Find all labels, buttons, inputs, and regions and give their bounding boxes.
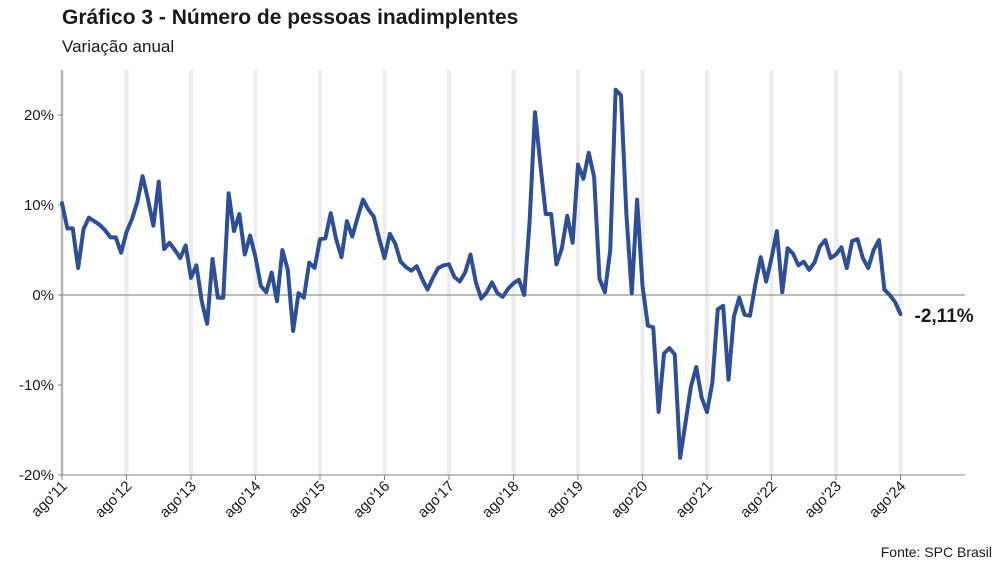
y-tick-label: 0% — [32, 287, 54, 304]
series-line — [60, 87, 903, 460]
x-tick-labels: ago'11 ago'12 ago'13 ago'14 ago'15 ago'16 ago'… — [28, 475, 909, 521]
x-tick-label: ago'13 — [156, 478, 200, 522]
end-value-label: -2,11% — [915, 306, 974, 327]
y-tick-labels: -20% -10% 0% 10% 20% — [19, 107, 62, 484]
x-tick-label: ago'21 — [672, 478, 716, 522]
y-tick-label: 20% — [24, 107, 54, 124]
x-tick-label: ago'18 — [479, 478, 523, 522]
source-note: Fonte: SPC Brasil — [880, 544, 992, 560]
y-tick-label: -20% — [19, 467, 54, 484]
y-tick-label: 10% — [24, 197, 54, 214]
grid-layer — [60, 70, 903, 475]
x-tick-label: ago'15 — [285, 478, 329, 522]
x-tick-label: ago'22 — [737, 478, 781, 522]
x-tick-label: ago'14 — [221, 478, 265, 522]
x-tick-label: ago'24 — [866, 478, 910, 522]
chart-title: Gráfico 3 - Número de pessoas inadimplen… — [62, 6, 519, 29]
x-tick-label: ago'16 — [350, 478, 394, 522]
x-tick-label: ago'11 — [28, 478, 71, 521]
x-tick-label: ago'12 — [92, 478, 136, 522]
chart-subtitle: Variação anual — [62, 37, 175, 56]
x-tick-label: ago'23 — [801, 478, 845, 522]
x-tick-label: ago'20 — [608, 478, 652, 522]
x-tick-label: ago'17 — [414, 478, 458, 522]
y-tick-label: -10% — [19, 377, 54, 394]
x-tick-label: ago'19 — [543, 478, 587, 522]
